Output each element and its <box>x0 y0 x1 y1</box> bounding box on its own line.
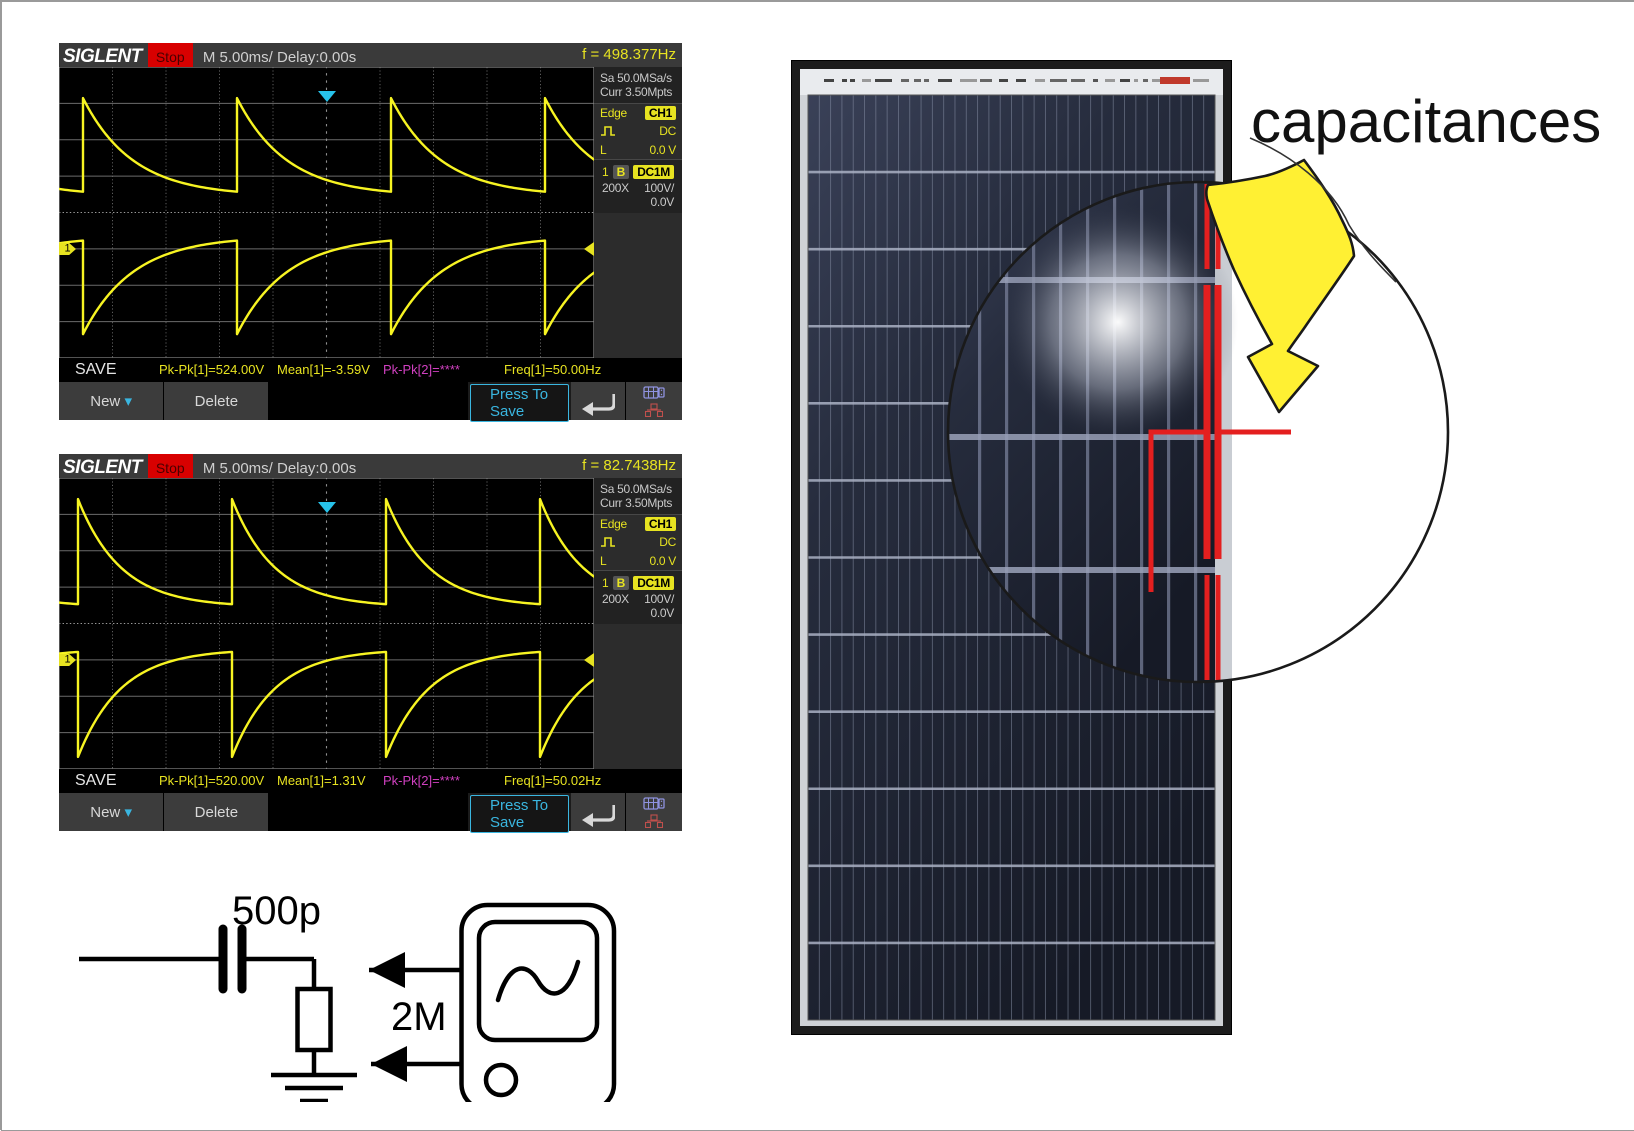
svg-text:500p: 500p <box>232 889 321 933</box>
svg-text:2M: 2M <box>391 995 447 1039</box>
svg-text:capacitances: capacitances <box>1251 88 1601 155</box>
